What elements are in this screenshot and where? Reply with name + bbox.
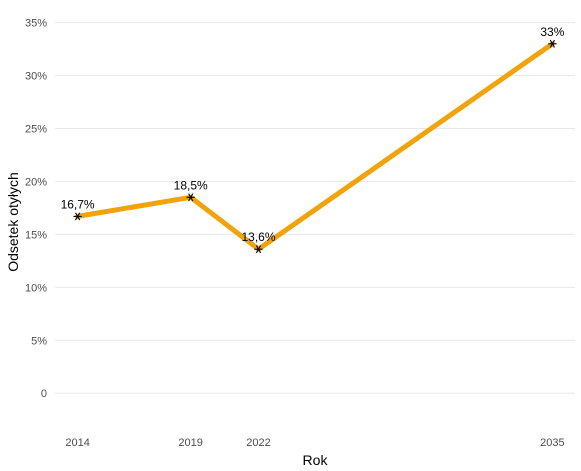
series-layer <box>73 39 557 254</box>
y-tick-label: 10% <box>25 282 47 294</box>
x-axis-title: Rok <box>303 452 329 468</box>
data-label: 16,7% <box>61 197 95 211</box>
data-label: 18,5% <box>174 178 208 192</box>
data-point-marker <box>73 212 82 221</box>
y-tick-label: 15% <box>25 229 47 241</box>
series-line <box>75 41 555 252</box>
data-label: 33% <box>540 25 564 39</box>
y-axis-ticks: 0 5% 10% 15% 20% 25% 30% 35% <box>25 18 47 401</box>
data-point-marker <box>186 193 195 202</box>
x-tick-label: 2014 <box>65 437 89 449</box>
y-axis-title: Odsetek otyłych <box>5 172 21 272</box>
data-point-marker <box>548 39 557 48</box>
x-tick-label: 2035 <box>540 437 564 449</box>
y-tick-label: 25% <box>25 123 47 135</box>
data-label: 13,6% <box>241 230 275 244</box>
y-tick-label: 35% <box>25 18 47 30</box>
y-tick-label: 20% <box>25 176 47 188</box>
data-point-marker <box>254 245 263 254</box>
y-tick-label: 30% <box>25 71 47 83</box>
x-tick-label: 2019 <box>178 437 202 449</box>
x-tick-label: 2022 <box>246 437 270 449</box>
x-axis-ticks: 2014 2019 2022 2035 <box>65 437 564 449</box>
y-tick-label: 0 <box>41 388 47 400</box>
gridlines <box>55 22 575 394</box>
data-labels: 16,7% 18,5% 13,6% 33% <box>61 25 565 244</box>
y-tick-label: 5% <box>31 335 47 347</box>
